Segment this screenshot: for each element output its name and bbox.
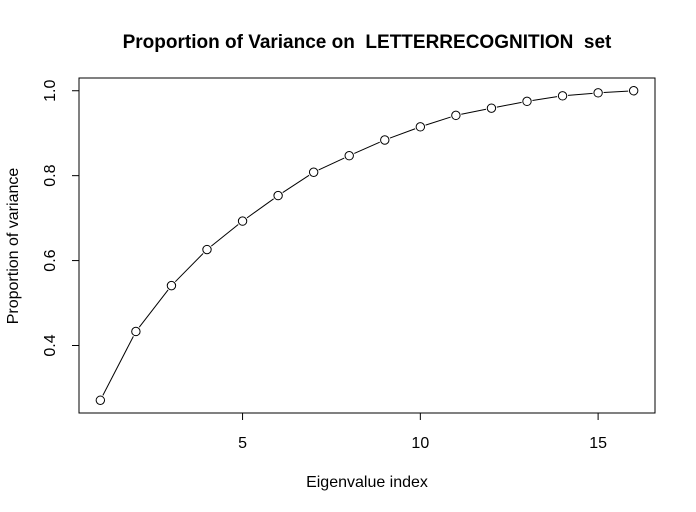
series-0-segment-7 bbox=[318, 157, 345, 171]
x-axis: 5 10 15 bbox=[238, 412, 607, 452]
series-0-segment-5 bbox=[246, 198, 274, 219]
series-0-segment-10 bbox=[425, 116, 451, 126]
series-0-segment-13 bbox=[532, 96, 558, 102]
data-point-12 bbox=[486, 103, 497, 113]
y-tick-label-0: 0.4 bbox=[42, 334, 59, 356]
data-point-4 bbox=[202, 244, 212, 255]
data-point-14 bbox=[557, 91, 568, 101]
x-tick-label-15: 15 bbox=[589, 435, 607, 452]
series-0-segment-4 bbox=[210, 224, 239, 247]
series-0-segment-9 bbox=[389, 128, 416, 139]
data-point-15 bbox=[593, 88, 603, 98]
data-point-2 bbox=[131, 326, 141, 337]
y-tick-label-3: 1.0 bbox=[42, 80, 59, 102]
series-0-segment-2 bbox=[138, 289, 169, 328]
series-0-segment-8 bbox=[354, 141, 380, 154]
series-0-segment-11 bbox=[461, 108, 487, 115]
plot-frame bbox=[78, 77, 656, 414]
y-tick-label-2: 0.8 bbox=[42, 164, 59, 186]
series-0-segment-15 bbox=[603, 90, 629, 94]
data-point-6 bbox=[273, 190, 283, 201]
data-point-1 bbox=[95, 395, 106, 405]
series-0-segment-6 bbox=[282, 174, 310, 194]
series-0-segment-14 bbox=[567, 92, 593, 96]
data-point-13 bbox=[522, 96, 532, 107]
chart-title: Proportion of Variance on LETTERRECOGNIT… bbox=[123, 32, 612, 53]
data-point-16 bbox=[628, 86, 639, 96]
data-point-3 bbox=[166, 280, 177, 291]
y-axis-label: Proportion of variance bbox=[5, 168, 22, 325]
series-0-segment-1 bbox=[102, 336, 134, 396]
y-tick-label-1: 0.6 bbox=[42, 249, 59, 271]
x-tick-label-10: 10 bbox=[411, 435, 429, 452]
x-axis-label: Eigenvalue index bbox=[306, 474, 428, 491]
series-0-segment-12 bbox=[496, 101, 522, 108]
y-axis: 0.4 0.6 0.8 1.0 bbox=[42, 80, 80, 357]
data-point-7 bbox=[308, 167, 319, 177]
data-point-9 bbox=[380, 135, 390, 145]
series-layer bbox=[95, 86, 639, 405]
x-tick-label-5: 5 bbox=[238, 435, 247, 452]
series-0-segment-3 bbox=[174, 253, 204, 283]
data-point-11 bbox=[451, 110, 461, 121]
data-point-10 bbox=[415, 122, 426, 132]
data-point-8 bbox=[344, 150, 354, 161]
data-point-5 bbox=[237, 216, 248, 226]
